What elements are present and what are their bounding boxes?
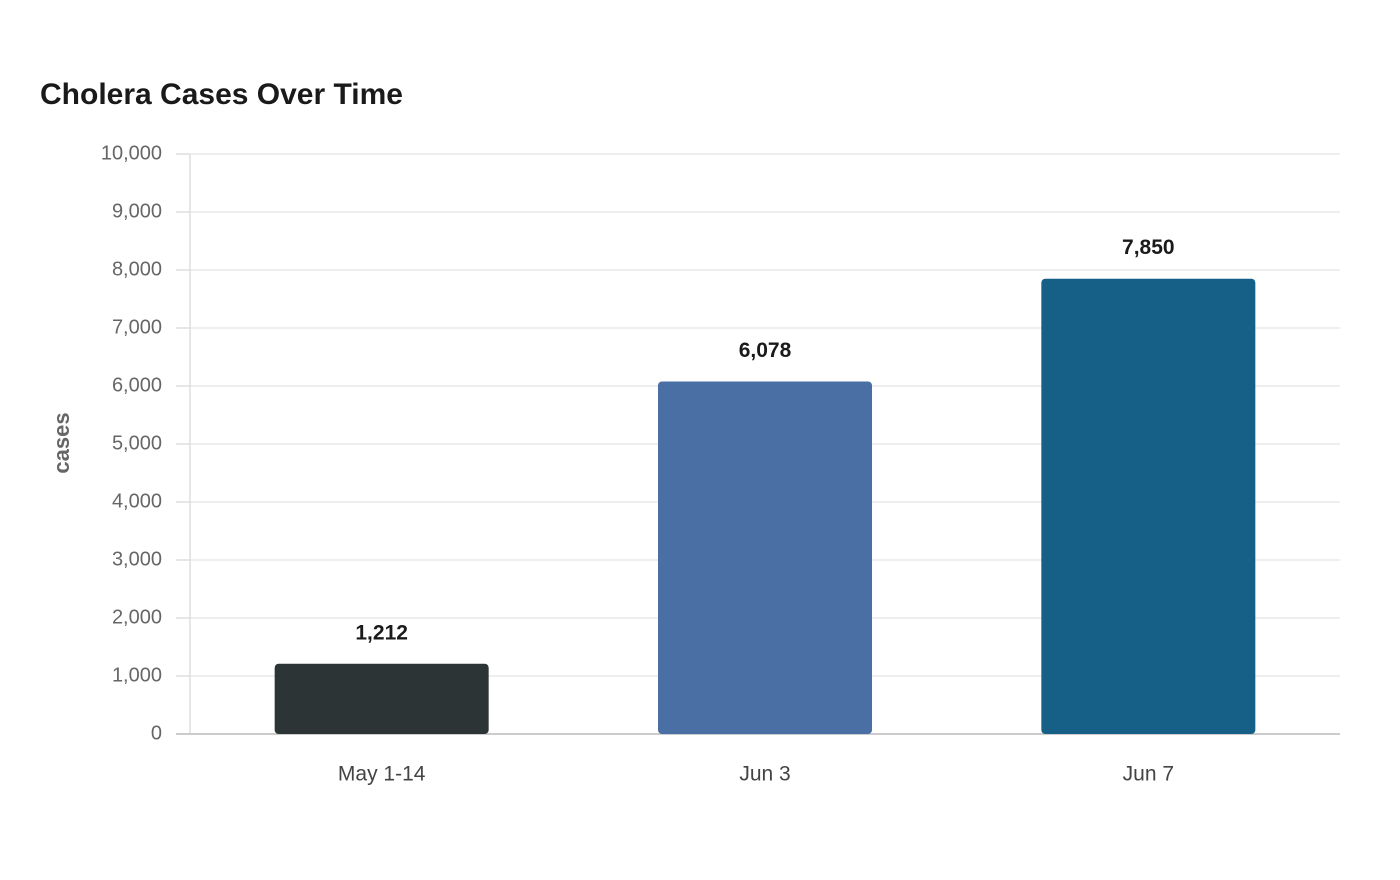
chart-title: Cholera Cases Over Time: [40, 78, 403, 111]
y-tick-label: 8,000: [112, 258, 162, 280]
bar: [658, 381, 872, 734]
y-tick-label: 4,000: [112, 490, 162, 512]
x-tick-label: Jun 3: [739, 763, 790, 786]
data-label: 1,212: [355, 621, 408, 644]
y-tick-label: 5,000: [112, 432, 162, 454]
y-tick-label: 7,000: [112, 316, 162, 338]
bar: [274, 663, 489, 734]
x-tick-label: May 1-14: [338, 763, 426, 786]
y-tick-label: 0: [151, 722, 162, 744]
data-label: 7,850: [1122, 236, 1175, 259]
y-tick-label: 10,000: [101, 142, 162, 164]
bar: [1041, 278, 1256, 734]
y-tick-label: 1,000: [112, 664, 162, 686]
y-axis-label: cases: [49, 412, 74, 473]
x-tick-label: Jun 7: [1123, 763, 1174, 786]
y-tick-label: 6,000: [112, 374, 162, 396]
y-tick-label: 2,000: [112, 606, 162, 628]
y-tick-label: 3,000: [112, 548, 162, 570]
data-label: 6,078: [739, 339, 792, 362]
y-tick-label: 9,000: [112, 200, 162, 222]
